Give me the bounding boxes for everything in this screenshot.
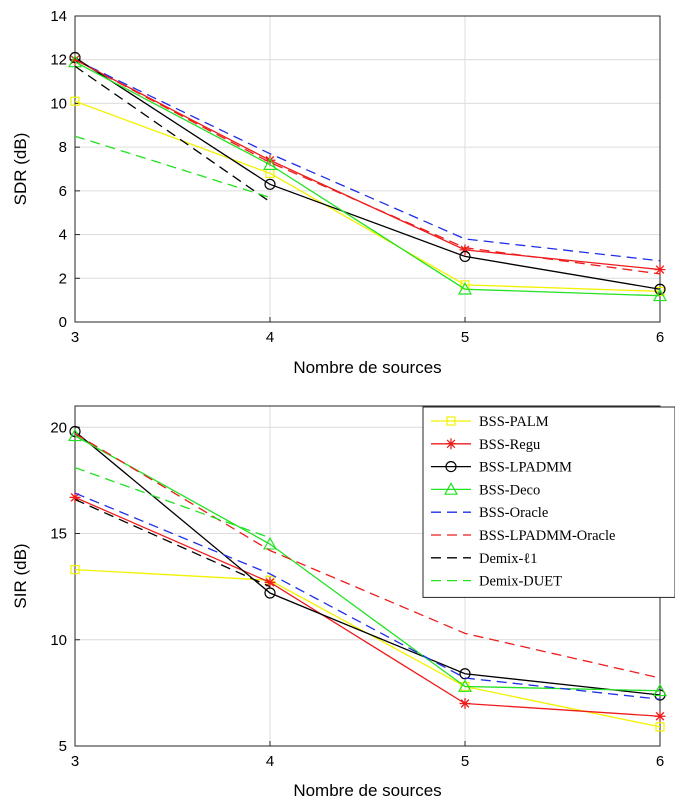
legend-entry: Demix-ℓ1	[431, 551, 538, 567]
legend-entry: BSS-Regu	[431, 437, 540, 453]
data-point	[459, 698, 471, 709]
legend-entry: BSS-LPADMM	[431, 460, 572, 476]
y-tick-label: 2	[59, 270, 67, 287]
legend-marker	[446, 416, 456, 426]
legend-entry: BSS-LPADMM-Oracle	[431, 528, 615, 544]
data-point	[654, 283, 666, 295]
legend-label: Demix-ℓ1	[479, 551, 538, 567]
data-point	[262, 536, 278, 550]
y-tick-label: 12	[50, 52, 67, 69]
legend-box	[422, 406, 675, 598]
y-tick-label: 4	[59, 227, 67, 244]
data-point	[70, 96, 80, 106]
series-line	[74, 498, 271, 588]
data-point	[654, 710, 666, 722]
series-1	[69, 54, 666, 276]
series-line	[74, 433, 661, 679]
series-5	[74, 433, 661, 679]
y-tick-label: 15	[50, 526, 67, 543]
data-point	[652, 683, 668, 697]
legend-entry: BSS-PALM	[431, 414, 549, 430]
series-line	[74, 59, 661, 262]
series-line	[74, 100, 661, 293]
x-tick-label: 5	[461, 329, 469, 346]
series-line	[74, 467, 271, 539]
legend-label: BSS-LPADMM-Oracle	[479, 528, 615, 544]
series-4	[74, 59, 661, 262]
series-4	[74, 492, 661, 700]
data-point	[459, 668, 471, 680]
data-point	[654, 264, 666, 276]
y-tick-label: 0	[59, 314, 67, 331]
legend-marker	[443, 482, 459, 495]
legend-label: Demix-DUET	[479, 574, 562, 590]
x-tick-label: 6	[656, 753, 664, 770]
series-line	[74, 61, 661, 297]
legend-label: BSS-Regu	[479, 437, 540, 453]
y-tick-label: 14	[50, 8, 67, 25]
y-axis-label: SDR (dB)	[11, 133, 30, 206]
series-line	[74, 492, 661, 700]
legend-label: BSS-LPADMM	[479, 460, 572, 476]
series-3	[67, 54, 668, 302]
x-tick-label: 5	[461, 753, 469, 770]
series-2	[69, 51, 666, 295]
series-6	[74, 498, 271, 588]
y-tick-label: 20	[50, 419, 67, 436]
data-point	[264, 178, 276, 190]
series-line	[74, 59, 661, 275]
x-tick-label: 3	[71, 753, 79, 770]
series-line	[74, 65, 271, 203]
y-tick-label: 6	[59, 183, 67, 200]
legend-marker	[445, 461, 457, 473]
data-point	[69, 425, 81, 438]
series-line	[74, 56, 661, 290]
series-line	[74, 135, 271, 199]
legend-label: BSS-Deco	[479, 482, 540, 498]
sir-chart: 3 4 5 6 5 10 15 20 Nombre de sources SIR (dB) BSS-…	[11, 405, 675, 800]
data-point	[262, 157, 278, 171]
series-line	[74, 496, 661, 717]
data-point	[70, 565, 80, 575]
data-point	[459, 250, 471, 263]
y-axis-label: SIR (dB)	[11, 543, 30, 608]
x-tick-label: 4	[266, 329, 274, 346]
legend-label: BSS-PALM	[479, 414, 549, 430]
series-7	[74, 135, 271, 199]
x-axis-label: Nombre de sources	[293, 781, 441, 800]
x-tick-label: 6	[656, 329, 664, 346]
x-tick-label: 4	[266, 753, 274, 770]
series-7	[74, 467, 271, 539]
series-6	[74, 65, 271, 203]
y-tick-label: 8	[59, 139, 67, 156]
x-axis-label: Nombre de sources	[293, 358, 441, 377]
y-tick-label: 10	[50, 632, 67, 649]
x-tick-label: 3	[71, 329, 79, 346]
series-line	[74, 430, 661, 696]
data-point	[655, 722, 665, 732]
data-point	[457, 281, 473, 295]
series-line	[74, 59, 661, 271]
legend-label: BSS-Oracle	[479, 505, 548, 521]
series-5	[74, 59, 661, 275]
legend-entry: BSS-Oracle	[431, 505, 548, 521]
y-tick-label: 10	[50, 95, 67, 112]
y-tick-label: 5	[59, 738, 67, 755]
sdr-chart: 3 4 5 6 0 2 4 6 8 10 12 14 Nombre de sources SDR (dB)	[11, 8, 668, 377]
data-point	[457, 679, 473, 692]
legend-marker	[445, 438, 457, 450]
data-point	[652, 288, 668, 302]
legend-entry: BSS-Deco	[431, 482, 540, 498]
plot-frame	[74, 15, 661, 323]
legend-entry: Demix-DUET	[431, 574, 562, 590]
legend: BSS-PALM BSS-Regu BSS-LPADMM BSS-Deco BSS-Or…	[422, 406, 675, 598]
data-point	[264, 587, 276, 599]
